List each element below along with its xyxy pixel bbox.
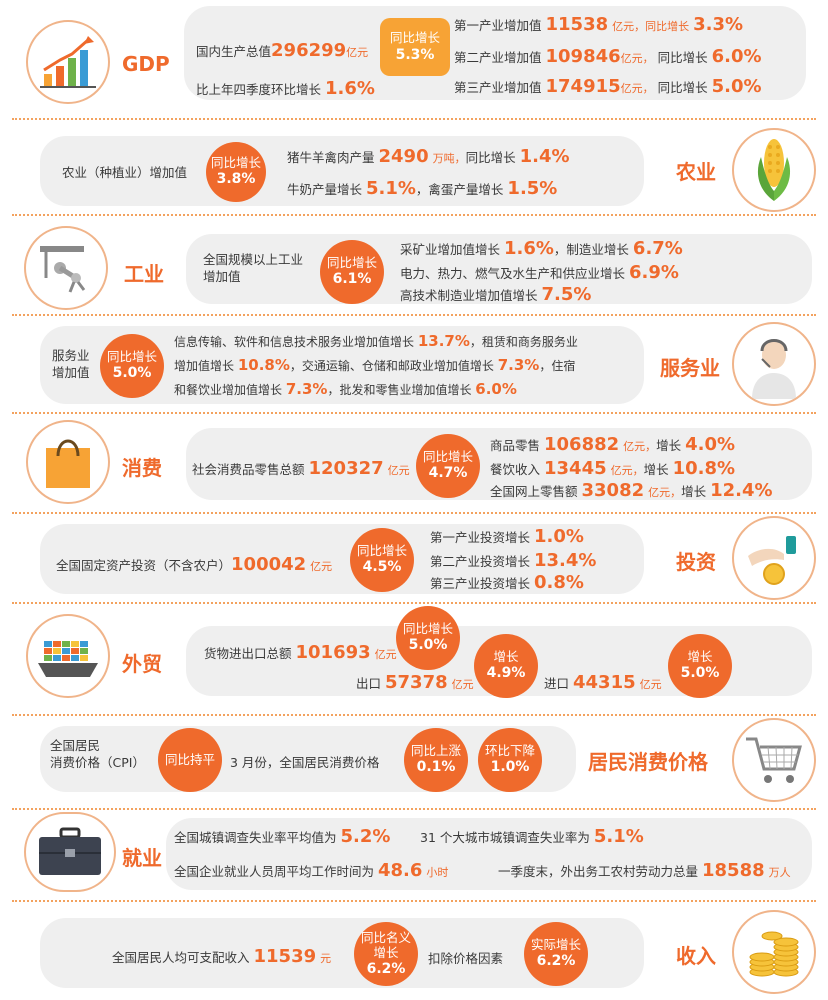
gdp-qoq-value: 1.6% xyxy=(325,78,375,99)
shopping-cart-icon xyxy=(732,718,816,802)
service-line-2: 增加值增长 10.8%，交通运输、仓储和邮政业增加值增长 7.3%，住宿 xyxy=(174,356,576,374)
section-divider xyxy=(12,118,816,120)
agriculture-yoy-badge: 同比增长 3.8% xyxy=(206,142,266,202)
gdp-qoq-line: 比上年四季度环比增长 1.6% xyxy=(196,78,375,99)
income-price-adjust-label: 扣除价格因素 xyxy=(428,951,504,966)
robot-arm-icon xyxy=(24,226,108,310)
employment-title: 就业 xyxy=(122,846,162,870)
employment-work-hours: 全国企业就业人员周平均工作时间为 48.6 小时 xyxy=(174,860,449,881)
employment-city-unemployment: 31 个大城市城镇调查失业率为 5.1% xyxy=(420,826,644,847)
income-title: 收入 xyxy=(676,944,716,968)
trade-import-badge: 增长 5.0% xyxy=(668,634,732,698)
investment-secondary-row: 第二产业投资增长 13.4% xyxy=(430,550,597,571)
gdp-total-value: 296299 xyxy=(271,40,347,61)
employment-panel xyxy=(166,818,812,890)
investment-tertiary-row: 第三产业投资增长 0.8% xyxy=(430,572,584,593)
industry-utilities-line: 电力、热力、燃气及水生产和供应业增长 6.9% xyxy=(400,262,679,283)
agriculture-label: 农业（种植业）增加值 xyxy=(62,165,188,180)
trade-export-badge: 增长 4.9% xyxy=(474,634,538,698)
consumption-catering-row: 餐饮收入 13445 亿元，增长 10.8% xyxy=(490,458,736,479)
service-line-1: 信息传输、软件和信息技术服务业增加值增长 13.7%，租赁和商务服务业 xyxy=(174,332,578,350)
investment-panel xyxy=(40,524,644,594)
gdp-title: GDP xyxy=(122,52,170,76)
cpi-flat-badge: 同比持平 xyxy=(158,728,222,792)
section-divider xyxy=(12,314,816,316)
consumption-title: 消费 xyxy=(122,456,162,480)
shopping-bag-icon xyxy=(26,420,110,504)
employment-urban-unemployment: 全国城镇调查失业率平均值为 5.2% xyxy=(174,826,391,847)
income-total-line: 全国居民人均可支配收入 11539 元 xyxy=(112,946,332,967)
gdp-primary-row: 第一产业增加值 11538 亿元，同比增长 3.3% xyxy=(454,14,744,35)
cpi-month-label: 3 月份，全国居民消费价格 xyxy=(230,755,380,770)
income-nominal-badge: 同比名义 增长 6.2% xyxy=(354,922,418,986)
consumption-panel xyxy=(186,428,812,500)
industry-title: 工业 xyxy=(124,262,164,286)
gdp-tertiary-row: 第三产业增加值 174915亿元， 同比增长 5.0% xyxy=(454,76,762,97)
industry-hightech-line: 高技术制造业增加值增长 7.5% xyxy=(400,284,592,305)
service-line-3: 和餐饮业增加值增长 7.3%，批发和零售业增加值增长 6.0% xyxy=(174,380,517,398)
section-divider xyxy=(12,412,816,414)
section-divider xyxy=(12,512,816,514)
trade-yoy-badge: 同比增长 5.0% xyxy=(396,606,460,670)
agriculture-meat-line: 猪牛羊禽肉产量 2490 万吨，同比增长 1.4% xyxy=(287,146,570,167)
cpi-label: 全国居民 消费价格（CPI） xyxy=(50,738,145,770)
investment-primary-row: 第一产业投资增长 1.0% xyxy=(430,526,584,547)
consumption-goods-row: 商品零售 106882 亿元，增长 4.0% xyxy=(490,434,736,455)
industry-yoy-badge: 同比增长 6.1% xyxy=(320,240,384,304)
growth-chart-icon xyxy=(26,20,110,104)
gdp-panel xyxy=(184,6,806,100)
cpi-title: 居民消费价格 xyxy=(588,750,708,774)
consumption-online-row: 全国网上零售额 33082 亿元，增长 12.4% xyxy=(490,480,773,501)
service-label: 服务业 增加值 xyxy=(52,348,90,380)
agriculture-panel xyxy=(40,136,644,206)
section-divider xyxy=(12,808,816,810)
section-divider xyxy=(12,900,816,902)
coin-stack-icon xyxy=(732,910,816,994)
trade-export-line: 出口 57378 亿元 xyxy=(356,672,474,693)
trade-title: 外贸 xyxy=(122,652,162,676)
employment-migrant-workers: 一季度末，外出务工农村劳动力总量 18588 万人 xyxy=(498,860,791,881)
investment-yoy-badge: 同比增长 4.5% xyxy=(350,528,414,592)
briefcase-icon xyxy=(24,812,116,892)
industry-label: 全国规模以上工业 增加值 xyxy=(203,252,304,284)
investment-total-line: 全国固定资产投资（不含农户）100042 亿元 xyxy=(56,554,333,575)
coin-hand-icon xyxy=(732,516,816,600)
service-yoy-badge: 同比增长 5.0% xyxy=(100,334,164,398)
consumption-yoy-badge: 同比增长 4.7% xyxy=(416,434,480,498)
industry-mining-line: 采矿业增加值增长 1.6%，制造业增长 6.7% xyxy=(400,238,683,259)
gdp-secondary-row: 第二产业增加值 109846亿元， 同比增长 6.0% xyxy=(454,46,762,67)
consumption-retail-total-line: 社会消费品零售总额 120327 亿元 xyxy=(192,458,410,479)
agriculture-milk-line: 牛奶产量增长 5.1%，禽蛋产量增长 1.5% xyxy=(287,178,558,199)
cpi-yoy-badge: 同比上涨 0.1% xyxy=(404,728,468,792)
cpi-mom-badge: 环比下降 1.0% xyxy=(478,728,542,792)
section-divider xyxy=(12,214,816,216)
agriculture-title: 农业 xyxy=(676,160,716,184)
section-divider xyxy=(12,602,816,604)
section-divider xyxy=(12,714,816,716)
corn-icon xyxy=(732,128,816,212)
gdp-total-line: 国内生产总值296299亿元 xyxy=(196,40,369,61)
service-title: 服务业 xyxy=(660,356,720,380)
income-real-badge: 实际增长 6.2% xyxy=(524,922,588,986)
trade-total-line: 货物进出口总额 101693 亿元 xyxy=(204,642,397,663)
customer-service-agent-icon xyxy=(732,322,816,406)
trade-import-line: 进口 44315 亿元 xyxy=(544,672,662,693)
cargo-ship-icon xyxy=(26,614,110,698)
industry-panel xyxy=(186,234,812,304)
investment-title: 投资 xyxy=(676,550,716,574)
gdp-yoy-badge: 同比增长 5.3% xyxy=(380,18,450,76)
